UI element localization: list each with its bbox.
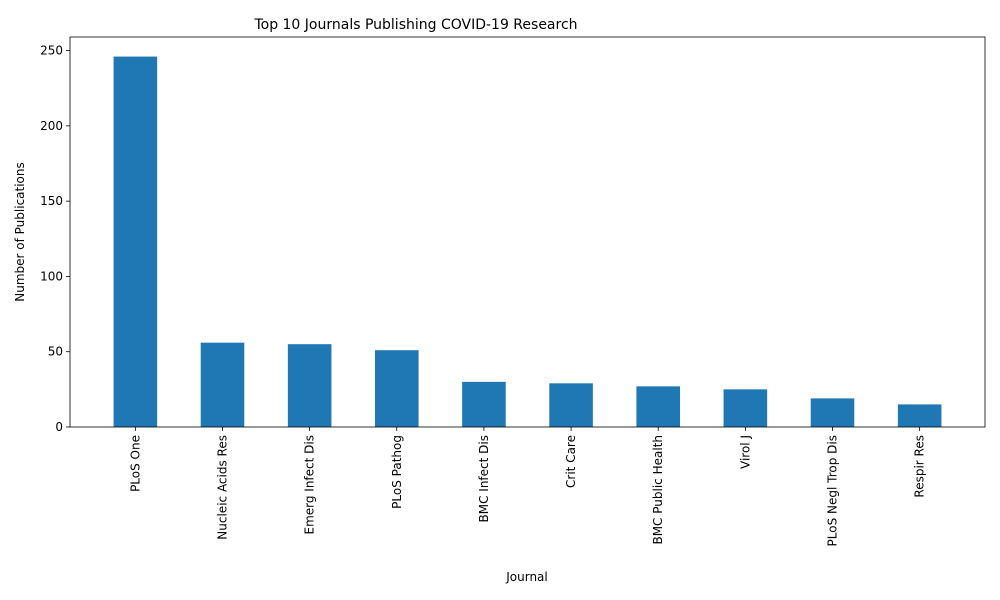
bar — [549, 383, 593, 427]
y-axis-label: Number of Publications — [13, 162, 27, 302]
x-tick-label: Emerg Infect Dis — [303, 435, 317, 535]
bars — [113, 56, 942, 428]
x-tick-label: Virol J — [738, 435, 752, 469]
y-tick-label: 150 — [40, 194, 63, 208]
y-tick-label: 100 — [40, 269, 63, 283]
chart-title: Top 10 Journals Publishing COVID-19 Rese… — [253, 17, 577, 33]
x-tick-label: PLoS One — [128, 435, 142, 492]
bar — [113, 56, 158, 428]
bar — [810, 398, 855, 427]
y-tick-label: 250 — [40, 44, 63, 58]
bar — [723, 389, 768, 427]
x-tick-label: BMC Public Health — [651, 435, 665, 545]
x-tick-label: Nucleic Acids Res — [216, 435, 230, 540]
bar — [375, 350, 419, 427]
y-tick-label: 0 — [55, 420, 63, 434]
bar — [287, 344, 332, 427]
x-tick-label: PLoS Negl Trop Dis — [826, 435, 840, 546]
x-tick-label: BMC Infect Dis — [477, 435, 491, 522]
bar — [897, 404, 942, 427]
x-tick-label: Crit Care — [564, 435, 578, 488]
bar — [636, 386, 680, 427]
x-axis-label: Journal — [505, 570, 548, 584]
x-tick-label: PLoS Pathog — [390, 435, 404, 509]
x-tick-label: Respir Res — [913, 435, 927, 498]
y-tick-label: 200 — [40, 119, 63, 133]
plot-frame — [69, 36, 986, 428]
bar — [200, 342, 245, 427]
y-tick-label: 50 — [48, 345, 63, 359]
y-axis-ticks: 0 50 100 150 200 250 — [40, 44, 70, 434]
bar — [462, 381, 506, 427]
x-axis-ticks: PLoS One Nucleic Acids Res Emerg Infect Di… — [128, 427, 927, 546]
